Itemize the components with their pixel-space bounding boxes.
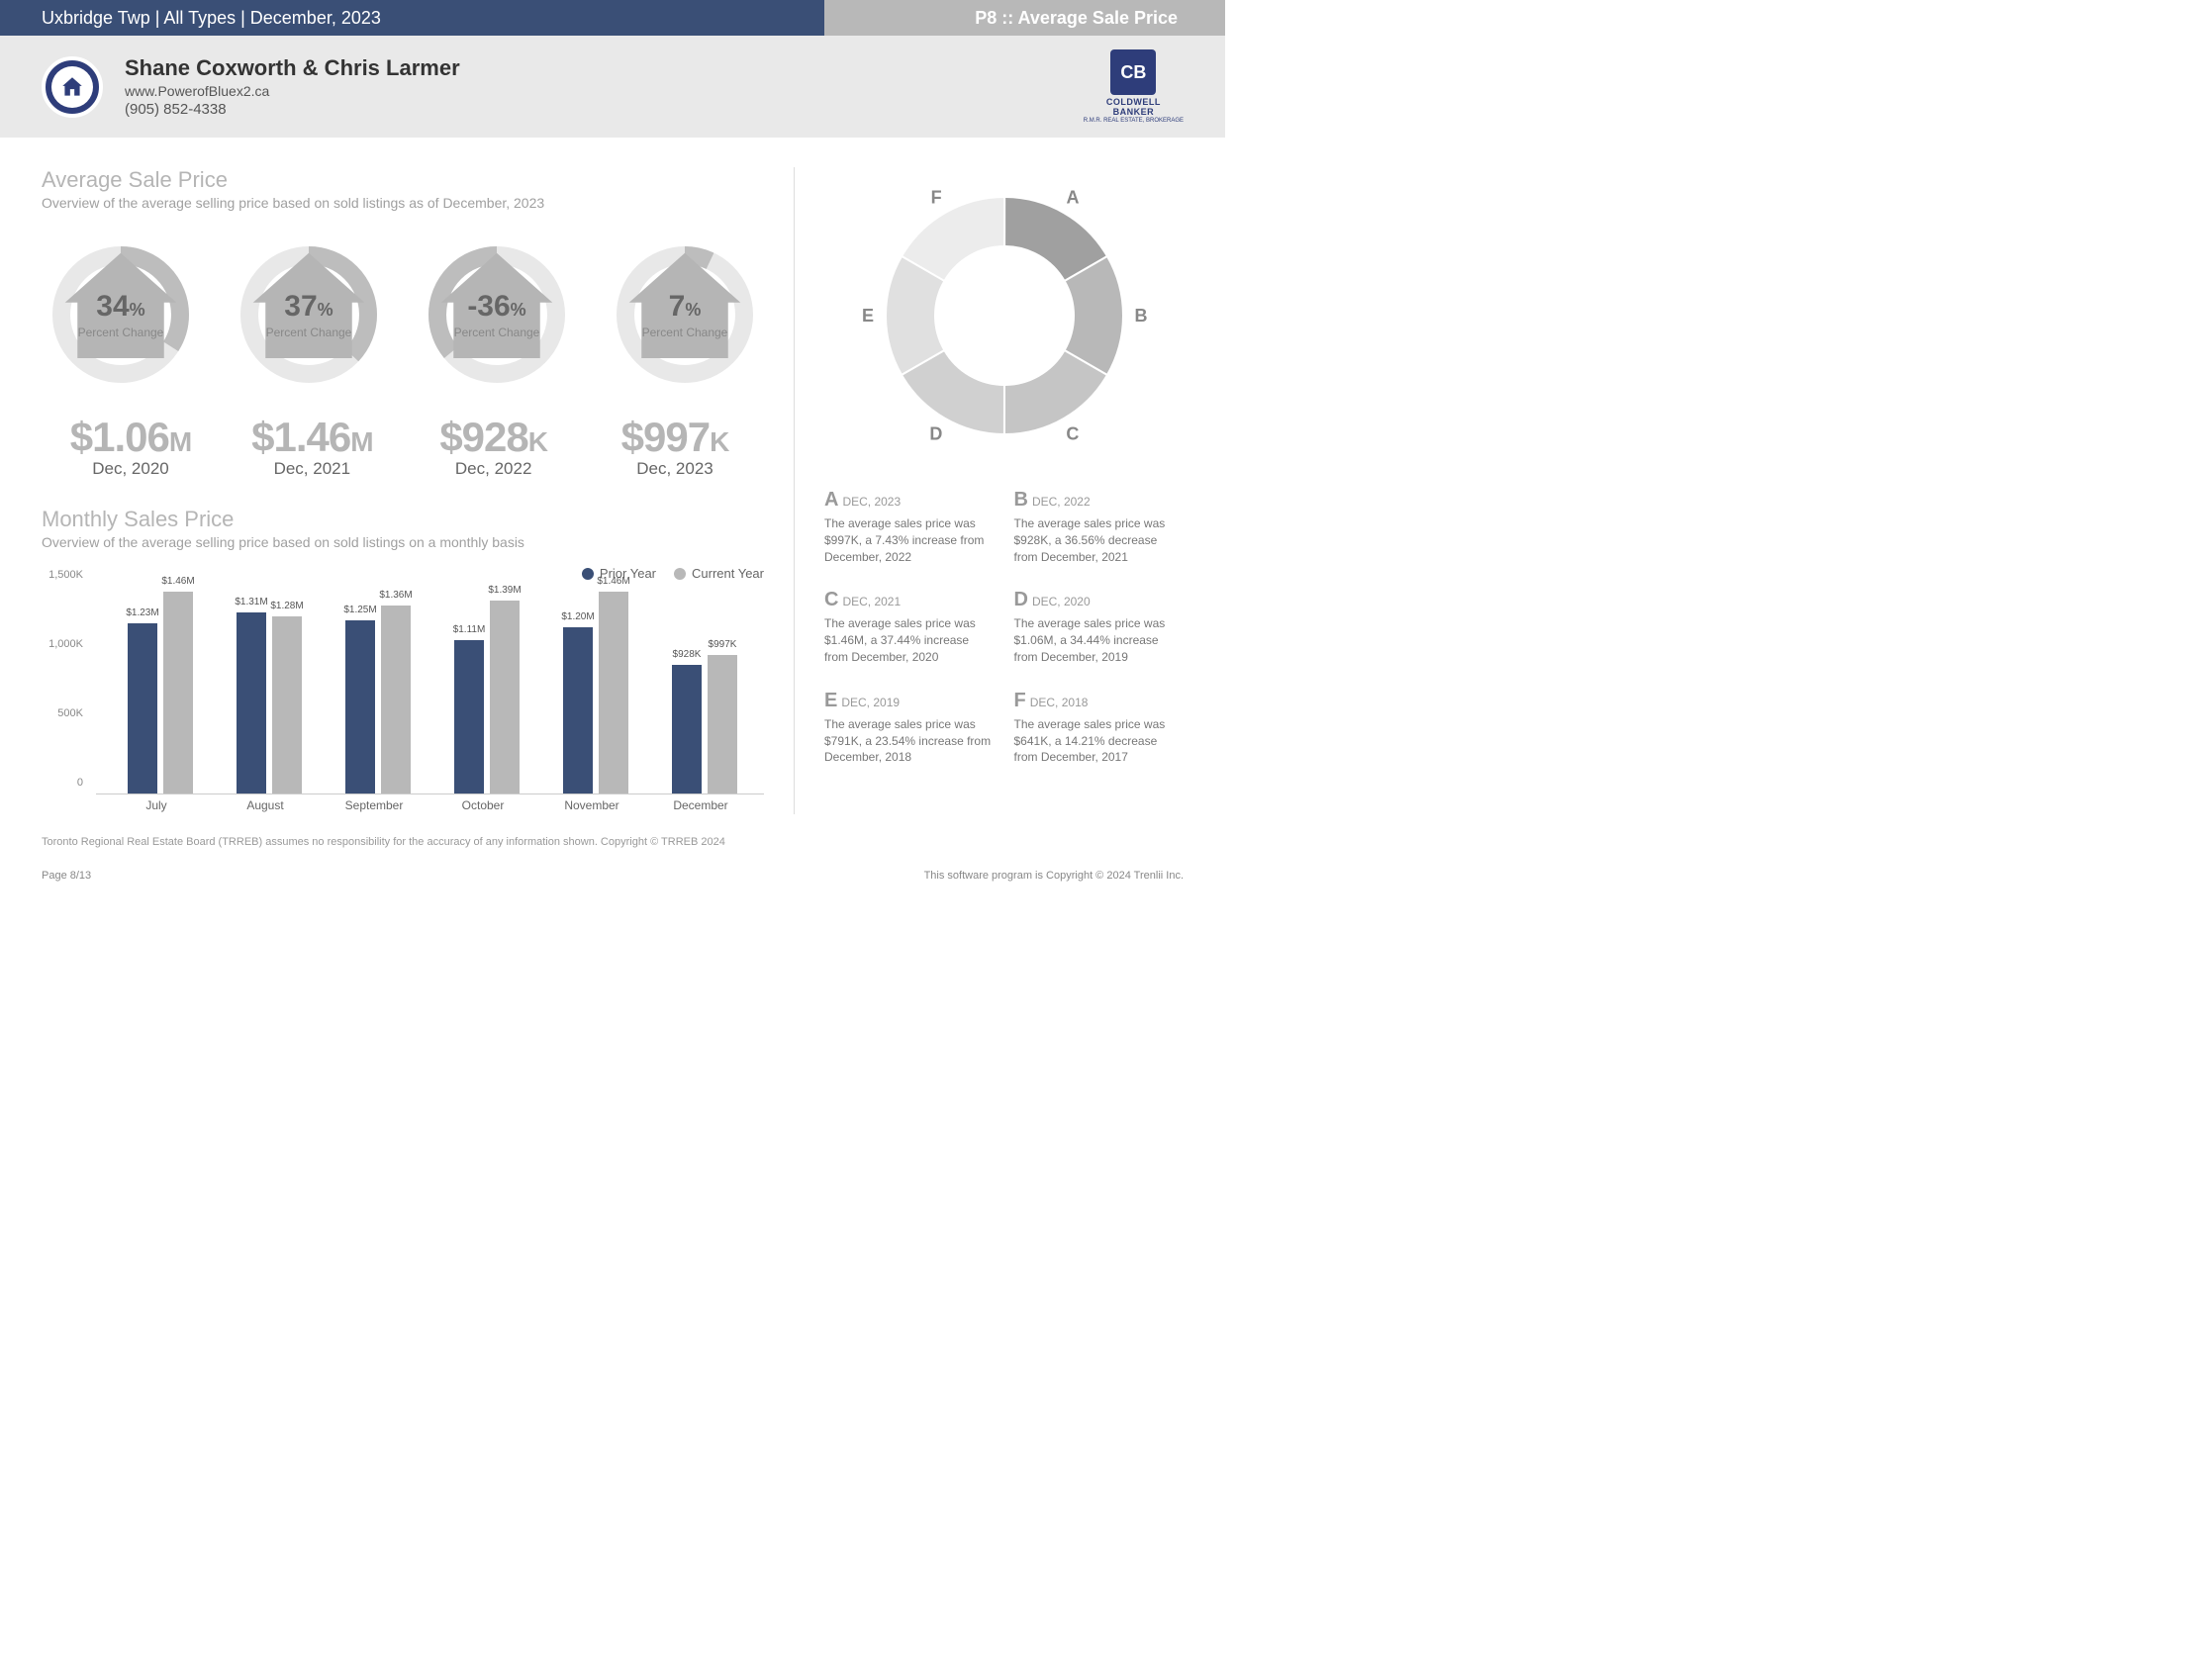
section-title-avg: Average Sale Price <box>42 167 764 193</box>
svg-text:D: D <box>929 423 942 443</box>
gauge: -36% Percent Change <box>418 240 576 394</box>
gauge: 34% Percent Change <box>42 240 200 394</box>
donut-note: ADEC, 2023The average sales price was $9… <box>824 489 995 565</box>
section-subtitle-avg: Overview of the average selling price ba… <box>42 195 764 211</box>
donut-notes: ADEC, 2023The average sales price was $9… <box>824 489 1184 766</box>
brokerage-brand: CB COLDWELL BANKER R.M.R. REAL ESTATE, B… <box>1084 49 1184 124</box>
bar-current: $997K <box>708 655 737 793</box>
software-copyright: This software program is Copyright © 202… <box>924 870 1184 882</box>
price-row: $1.06MDec, 2020$1.46MDec, 2021$928KDec, … <box>42 414 764 479</box>
donut-note: FDEC, 2018The average sales price was $6… <box>1014 690 1185 766</box>
gauge: 7% Percent Change <box>606 240 764 394</box>
bar-prior: $1.25M <box>345 620 375 793</box>
top-bar: Uxbridge Twp | All Types | December, 202… <box>0 0 1225 36</box>
svg-text:B: B <box>1134 306 1147 326</box>
section-subtitle-monthly: Overview of the average selling price ba… <box>42 534 764 550</box>
donut-chart: A B C D E F <box>824 167 1184 469</box>
bar-current: $1.46M <box>599 592 628 793</box>
agent-name: Shane Coxworth & Chris Larmer <box>125 55 460 81</box>
monthly-chart: 0500K1,000K1,500K $1.23M $1.46M $1.31M $… <box>42 587 764 814</box>
breadcrumb: Uxbridge Twp | All Types | December, 202… <box>0 0 824 36</box>
svg-text:E: E <box>861 306 873 326</box>
donut-note: CDEC, 2021The average sales price was $1… <box>824 589 995 665</box>
agent-phone: (905) 852-4338 <box>125 101 460 118</box>
bar-prior: $928K <box>672 665 702 793</box>
header: Shane Coxworth & Chris Larmer www.Powero… <box>0 36 1225 138</box>
bar-prior: $1.11M <box>454 640 484 793</box>
donut-note: DDEC, 2020The average sales price was $1… <box>1014 589 1185 665</box>
donut-note: EDEC, 2019The average sales price was $7… <box>824 690 995 766</box>
svg-text:A: A <box>1066 187 1079 207</box>
bar-current: $1.46M <box>163 592 193 793</box>
bar-prior: $1.31M <box>237 612 266 793</box>
svg-text:C: C <box>1066 424 1079 444</box>
price-stat: $1.06MDec, 2020 <box>42 414 220 479</box>
bar-current: $1.39M <box>490 601 520 793</box>
bar-current: $1.36M <box>381 606 411 793</box>
gauge: 37% Percent Change <box>230 240 388 394</box>
agent-website: www.PowerofBluex2.ca <box>125 83 460 99</box>
bar-current: $1.28M <box>272 616 302 793</box>
disclaimer: Toronto Regional Real Estate Board (TRRE… <box>42 836 1184 848</box>
agent-logo <box>42 56 103 118</box>
gauge-row: 34% Percent Change 37% Percent Change -3… <box>42 240 764 394</box>
price-stat: $928KDec, 2022 <box>405 414 583 479</box>
chart-legend: Prior Year Current Year <box>42 566 764 581</box>
section-title-monthly: Monthly Sales Price <box>42 507 764 532</box>
price-stat: $997KDec, 2023 <box>586 414 764 479</box>
donut-note: BDEC, 2022The average sales price was $9… <box>1014 489 1185 565</box>
bar-prior: $1.23M <box>128 623 157 793</box>
page-number: Page 8/13 <box>42 870 91 882</box>
page-indicator: P8 :: Average Sale Price <box>824 0 1225 36</box>
price-stat: $1.46MDec, 2021 <box>223 414 401 479</box>
svg-text:F: F <box>930 187 941 207</box>
bar-prior: $1.20M <box>563 627 593 793</box>
legend-current: Current Year <box>692 566 764 581</box>
